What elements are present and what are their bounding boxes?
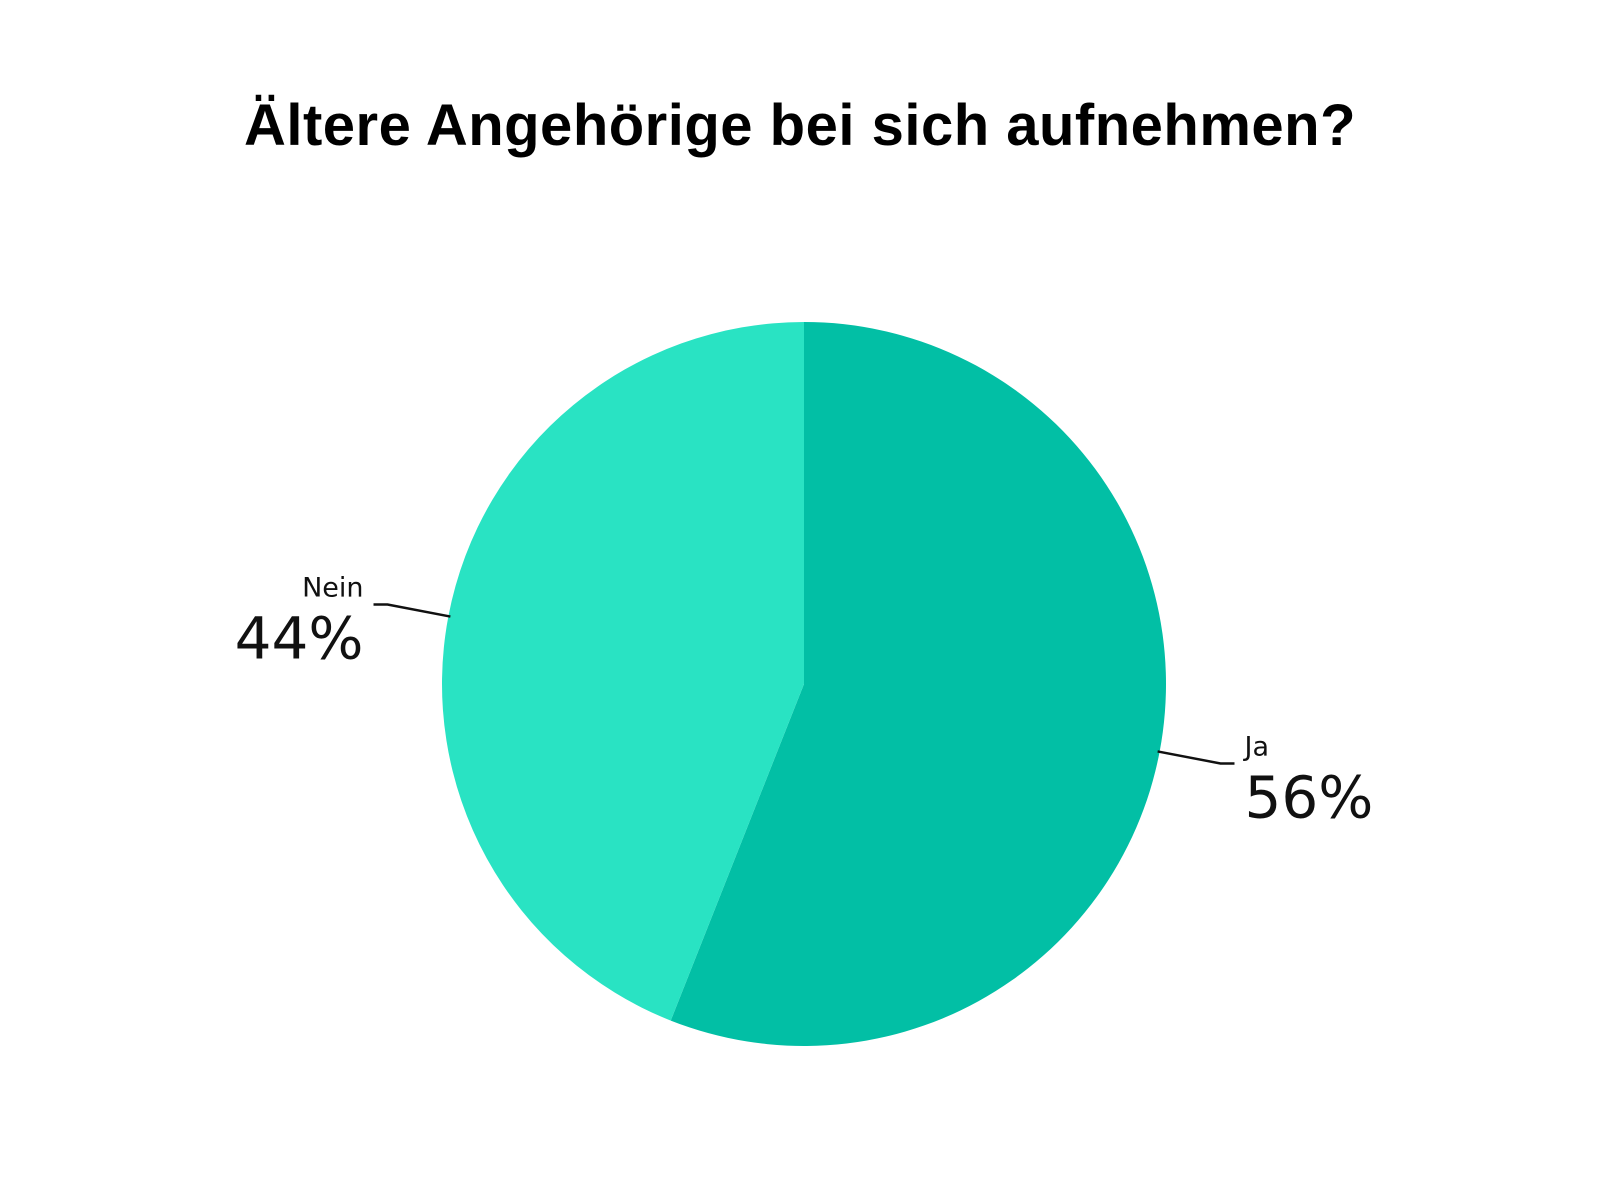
slices-layer (441, 322, 1166, 1046)
slice-value-nein: 44% (235, 605, 364, 673)
chart-title: Ältere Angehörige bei sich aufnehmen? (243, 93, 1357, 158)
leader-line-ja (1157, 750, 1235, 765)
pie-slice-nein (441, 322, 804, 1021)
pie-slice-ja (670, 322, 1166, 1046)
slice-label-nein: Nein (302, 573, 363, 604)
slice-label-ja: Ja (1242, 731, 1269, 762)
slice-value-ja: 56% (1244, 763, 1373, 831)
leader-line-nein (373, 603, 451, 618)
